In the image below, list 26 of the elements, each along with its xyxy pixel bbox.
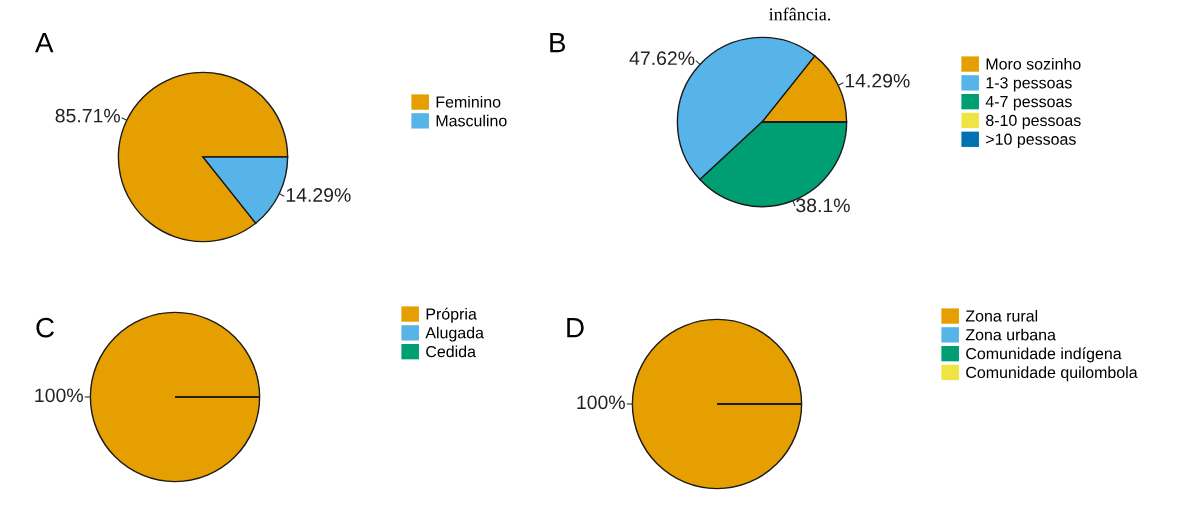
data-label: 100%	[577, 395, 625, 410]
legend-label: Alugada	[425, 326, 484, 342]
data-label: 38.1%	[796, 198, 850, 213]
chart-title: D	[567, 318, 584, 338]
chart-title: B	[550, 33, 566, 53]
legend-label: Comunidade indígena	[966, 347, 1122, 363]
legend-label: 1-3 pessoas	[986, 77, 1072, 92]
legend-label: Cedida	[426, 345, 476, 358]
legend-label: Própria	[426, 307, 477, 323]
text: infância.	[769, 7, 831, 21]
chart-title: A	[35, 33, 54, 53]
legend-label: Moro sozinho	[986, 57, 1081, 70]
data-label: 47.62%	[629, 51, 695, 66]
data-label: 14.29%	[286, 188, 351, 202]
data-label: 14.29%	[845, 73, 910, 88]
legend-label: Comunidade quilombola	[966, 366, 1138, 382]
legend-label: >10 pessoas	[986, 133, 1076, 149]
data-label: 100%	[35, 388, 83, 403]
chart-title: C	[36, 317, 54, 338]
legend-label: 4-7 pessoas	[985, 96, 1072, 111]
legend-label: Zona rural	[965, 309, 1038, 322]
legend-label: 8-10 pessoas	[986, 114, 1081, 130]
legend-label: Feminino	[436, 95, 501, 108]
legend-label: Zona urbana	[965, 328, 1056, 341]
data-label: 85.71%	[55, 108, 120, 123]
legend-label: Masculino	[436, 114, 507, 127]
